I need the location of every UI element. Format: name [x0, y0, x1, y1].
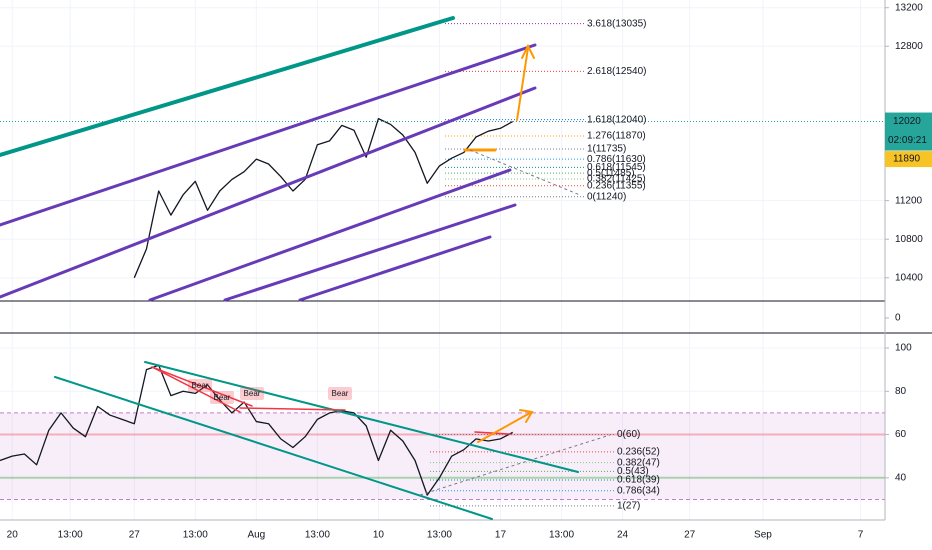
- fib-trend: [469, 149, 581, 196]
- marker-box: [885, 151, 932, 168]
- fib-label: 0.618(39): [617, 475, 660, 486]
- fib-label: 0(60): [617, 429, 640, 440]
- last-price-box: [885, 112, 932, 151]
- series-line: [133, 118, 514, 279]
- series-line: [0, 364, 513, 496]
- trendline: [148, 168, 512, 302]
- x-tick-label: 27: [129, 530, 141, 541]
- divergence-line: [239, 407, 346, 411]
- bear-label: Bear: [332, 389, 349, 398]
- x-tick-label: 17: [495, 530, 507, 541]
- trendline: [0, 16, 455, 157]
- arrow-head: [521, 43, 535, 59]
- y-tick-label: 10800: [895, 234, 923, 245]
- divergence-line: [151, 366, 241, 413]
- fib-label: 2.618(12540): [587, 66, 647, 77]
- trendline: [0, 43, 537, 227]
- y-tick-label: 80: [895, 386, 907, 397]
- fib-label: 3.618(13035): [587, 18, 647, 29]
- bear-badge: [188, 379, 212, 392]
- fib-label: 0.5(11485): [587, 168, 635, 179]
- fib-label: 0.786(11630): [587, 154, 646, 165]
- trendline: [144, 361, 579, 473]
- plot: [0, 7, 885, 507]
- fib-label: 0(11240): [587, 191, 626, 202]
- x-tick-label: 13:00: [427, 530, 452, 541]
- trendline: [298, 235, 492, 302]
- x-tick-label: Aug: [247, 530, 265, 541]
- countdown-label: 02:09:21: [888, 135, 927, 146]
- fib-label: 0.618(11545): [587, 162, 646, 173]
- bear-badge: [210, 391, 234, 404]
- bear-label: Bear: [244, 389, 261, 398]
- x-tick-label: 13:00: [305, 530, 330, 541]
- fib-label: 1.618(12040): [587, 114, 647, 125]
- bear-label: Bear: [192, 381, 209, 390]
- last-price-label: 12020: [893, 116, 921, 127]
- y-tick-label: 40: [895, 472, 907, 483]
- fib-label: 0.786(34): [617, 485, 660, 496]
- divergence-line: [151, 366, 253, 407]
- x-tick-label: 13:00: [58, 530, 83, 541]
- y-tick-label: 100: [895, 343, 912, 354]
- bear-badge: [240, 387, 264, 400]
- fib-label: 0.236(11355): [587, 180, 646, 191]
- fib-label: 1(27): [617, 501, 640, 512]
- y-tick-label: 11200: [895, 195, 923, 206]
- bear-badge: [328, 387, 352, 400]
- y-tick-label: 13200: [895, 2, 923, 13]
- bear-label: Bear: [214, 393, 231, 402]
- trendline: [0, 86, 537, 299]
- x-tick-label: 7: [858, 530, 864, 541]
- fib-label: 0.5(43): [617, 466, 649, 477]
- trendline: [223, 203, 517, 302]
- fib-label: 1(11735): [587, 144, 626, 155]
- arrow-head: [519, 409, 534, 423]
- rsi-band: [0, 412, 885, 500]
- trendline: [54, 376, 493, 520]
- y-tick-label: 60: [895, 429, 907, 440]
- x-tick-label: 20: [7, 530, 19, 541]
- x-tick-label: 13:00: [549, 530, 574, 541]
- x-tick-label: 27: [684, 530, 696, 541]
- fib-label: 0.236(52): [617, 446, 660, 457]
- fib-label: 0.382(11425): [587, 174, 646, 185]
- fib-label: 1.276(11870): [587, 131, 646, 142]
- x-tick-label: 24: [617, 530, 629, 541]
- y-tick-label: 12800: [895, 41, 923, 52]
- x-tick-label: 10: [373, 530, 385, 541]
- fib-label: 0.382(47): [617, 457, 660, 468]
- macd-tick-label: 0: [895, 313, 901, 324]
- projection-arrow: [477, 412, 531, 443]
- marker-label: 11890: [893, 154, 921, 165]
- y-tick-label: 10400: [895, 272, 923, 283]
- projection-arrow: [516, 47, 529, 121]
- x-tick-label: Sep: [754, 530, 772, 541]
- x-tick-label: 13:00: [183, 530, 208, 541]
